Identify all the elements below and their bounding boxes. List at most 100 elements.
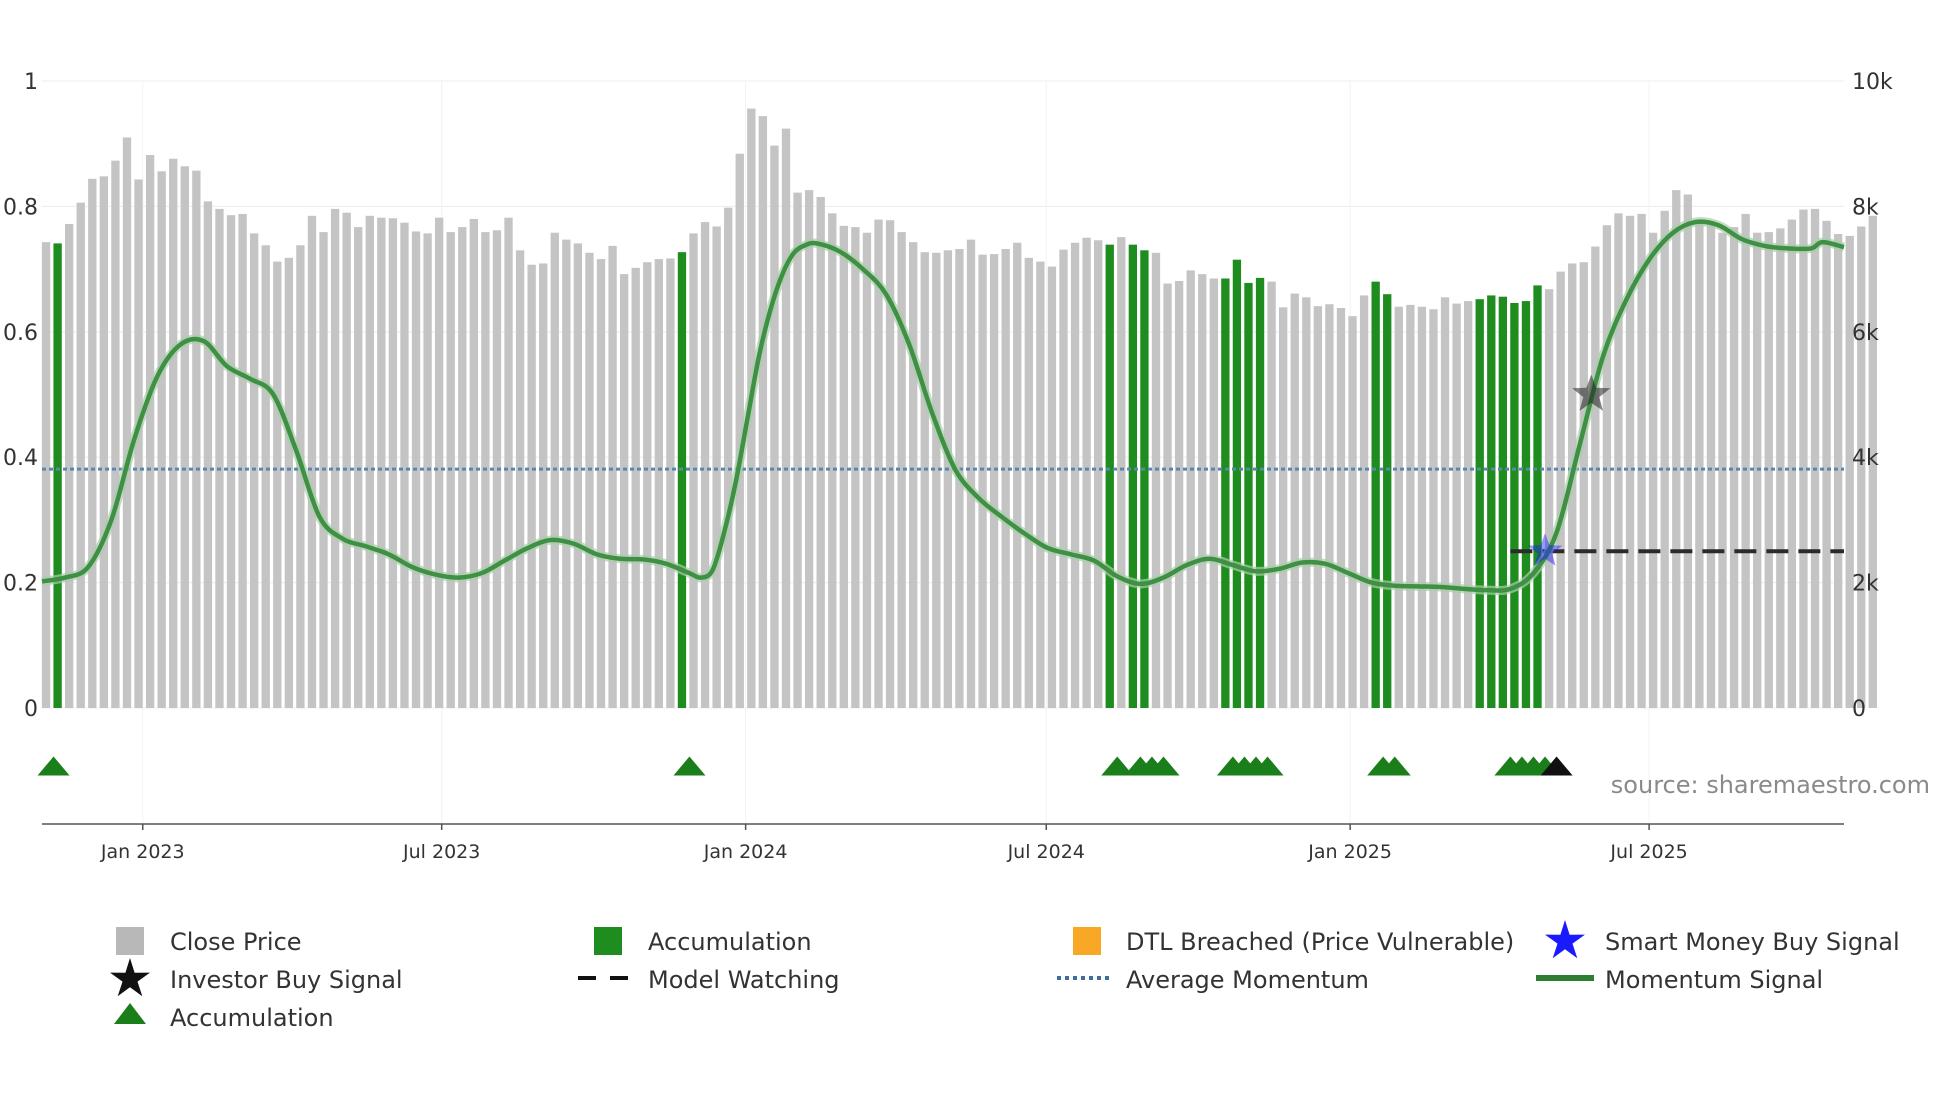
accumulation-bar [1510, 302, 1519, 708]
close-price-bar [1174, 281, 1184, 708]
grid-lines [42, 80, 1844, 824]
left-y-axis: 0 0.2 0.4 0.6 0.8 1 [3, 70, 38, 722]
accumulation-bar [53, 243, 62, 708]
close-price-bar [539, 263, 548, 708]
close-price-bar [1463, 301, 1473, 708]
close-price-bar [203, 201, 213, 708]
accumulation-bar [1521, 301, 1531, 708]
legend-label-dtl-breached: DTL Breached (Price Vulnerable) [1126, 928, 1514, 956]
close-price-bar [365, 215, 374, 708]
accumulation-markers-row [37, 756, 1573, 776]
close-price-bar [226, 215, 236, 709]
close-price-bar [1683, 194, 1692, 708]
accumulation-triangle [37, 756, 70, 776]
close-price-bar [643, 262, 652, 708]
legend-label-smart-money: Smart Money Buy Signal [1605, 928, 1900, 956]
close-price-bar [1336, 307, 1346, 708]
legend-item-smart-money: Smart Money Buy Signal [1545, 920, 1900, 959]
close-price-bar [1313, 306, 1323, 708]
close-price-bar [735, 153, 744, 708]
close-price-bar [1001, 249, 1010, 708]
close-price-bar [920, 252, 929, 708]
close-price-swatch [116, 927, 144, 955]
close-price-bar [1094, 240, 1103, 708]
close-price-bar [261, 245, 270, 709]
close-price-bar [585, 252, 594, 708]
x-tick-label: Jul 2025 [1609, 841, 1687, 863]
close-price-bar [41, 242, 51, 708]
close-price-bar [238, 213, 247, 708]
close-price-bar [897, 232, 906, 708]
accumulation-bar [1383, 294, 1392, 708]
close-price-bar [169, 158, 178, 709]
x-tick-label: Jan 2023 [100, 841, 185, 863]
accumulation-bar [1232, 259, 1242, 708]
smart-money-buy-star [1527, 533, 1563, 566]
close-price-bar [758, 116, 768, 708]
close-price-bar [1868, 215, 1877, 708]
close-price-bar [273, 261, 282, 708]
x-tick-label: Jul 2023 [402, 841, 480, 863]
right-y-axis: 0 2k 4k 6k 8k 10k [1852, 70, 1893, 722]
close-price-bar [215, 208, 224, 708]
close-price-bar [1163, 283, 1172, 708]
x-axis: Jan 2023 Jul 2023 Jan 2024 Jul 2024 Jan 2025… [42, 823, 1844, 863]
close-price-bar [1556, 271, 1565, 708]
close-price-bar [804, 190, 814, 708]
legend-item-accumulation-bar: Accumulation [594, 927, 812, 956]
accumulation-bar [1533, 285, 1542, 708]
close-price-bar [423, 233, 432, 708]
close-price-bar [1325, 304, 1334, 708]
close-price-bar [1359, 295, 1369, 708]
close-price-bar [1729, 227, 1739, 708]
close-price-bar [284, 257, 294, 708]
left-tick-label: 0.8 [3, 195, 38, 220]
close-price-bar [65, 223, 74, 708]
accumulation-bar [1255, 277, 1265, 708]
close-price-bar [1440, 297, 1450, 708]
legend-item-investor-buy: Investor Buy Signal [110, 958, 403, 997]
close-price-bar [527, 264, 536, 708]
accumulation-triangle [673, 756, 706, 776]
smart-money-star-icon [1545, 920, 1585, 959]
close-price-bar [1047, 266, 1057, 708]
accumulation-bar [1244, 282, 1253, 708]
close-price-bar [1024, 257, 1033, 708]
investor-buy-star-icon [110, 958, 150, 997]
close-price-bar [828, 213, 837, 708]
close-price-bar [1036, 261, 1045, 708]
close-price-bar [608, 245, 617, 708]
legend-item-average-momentum: Average Momentum [1057, 966, 1369, 994]
signal-markers [1527, 374, 1611, 566]
legend-label-accumulation-bar: Accumulation [648, 928, 812, 956]
close-price-bar [1302, 297, 1311, 708]
close-price-bar [724, 207, 733, 709]
close-price-bar [88, 178, 97, 708]
close-price-bar [1741, 213, 1750, 708]
left-tick-label: 0.6 [3, 321, 38, 346]
legend-label-investor-buy: Investor Buy Signal [170, 966, 403, 994]
legend-label-close-price: Close Price [170, 928, 302, 956]
close-price-bar [596, 259, 606, 708]
close-price-bar [631, 267, 640, 708]
close-price-bar [307, 215, 317, 708]
close-price-bar [145, 154, 155, 709]
close-price-bar [1394, 306, 1403, 708]
close-price-bar [377, 217, 386, 708]
close-price-bar [400, 222, 409, 708]
close-price-bar [504, 217, 513, 708]
close-price-bar [1845, 235, 1854, 708]
close-price-bar [1429, 309, 1438, 708]
close-price-bar [330, 208, 340, 708]
legend-item-close-price: Close Price [116, 927, 302, 956]
close-price-bar [1198, 274, 1207, 708]
close-price-bar [781, 128, 791, 709]
accumulation-triangle [1101, 756, 1134, 776]
close-price-bar [885, 220, 895, 708]
close-price-bar [180, 166, 189, 709]
close-price-bar [770, 145, 779, 708]
close-price-bar [839, 225, 848, 708]
close-price-bar [1348, 316, 1357, 708]
accumulation-bar [1105, 244, 1114, 708]
